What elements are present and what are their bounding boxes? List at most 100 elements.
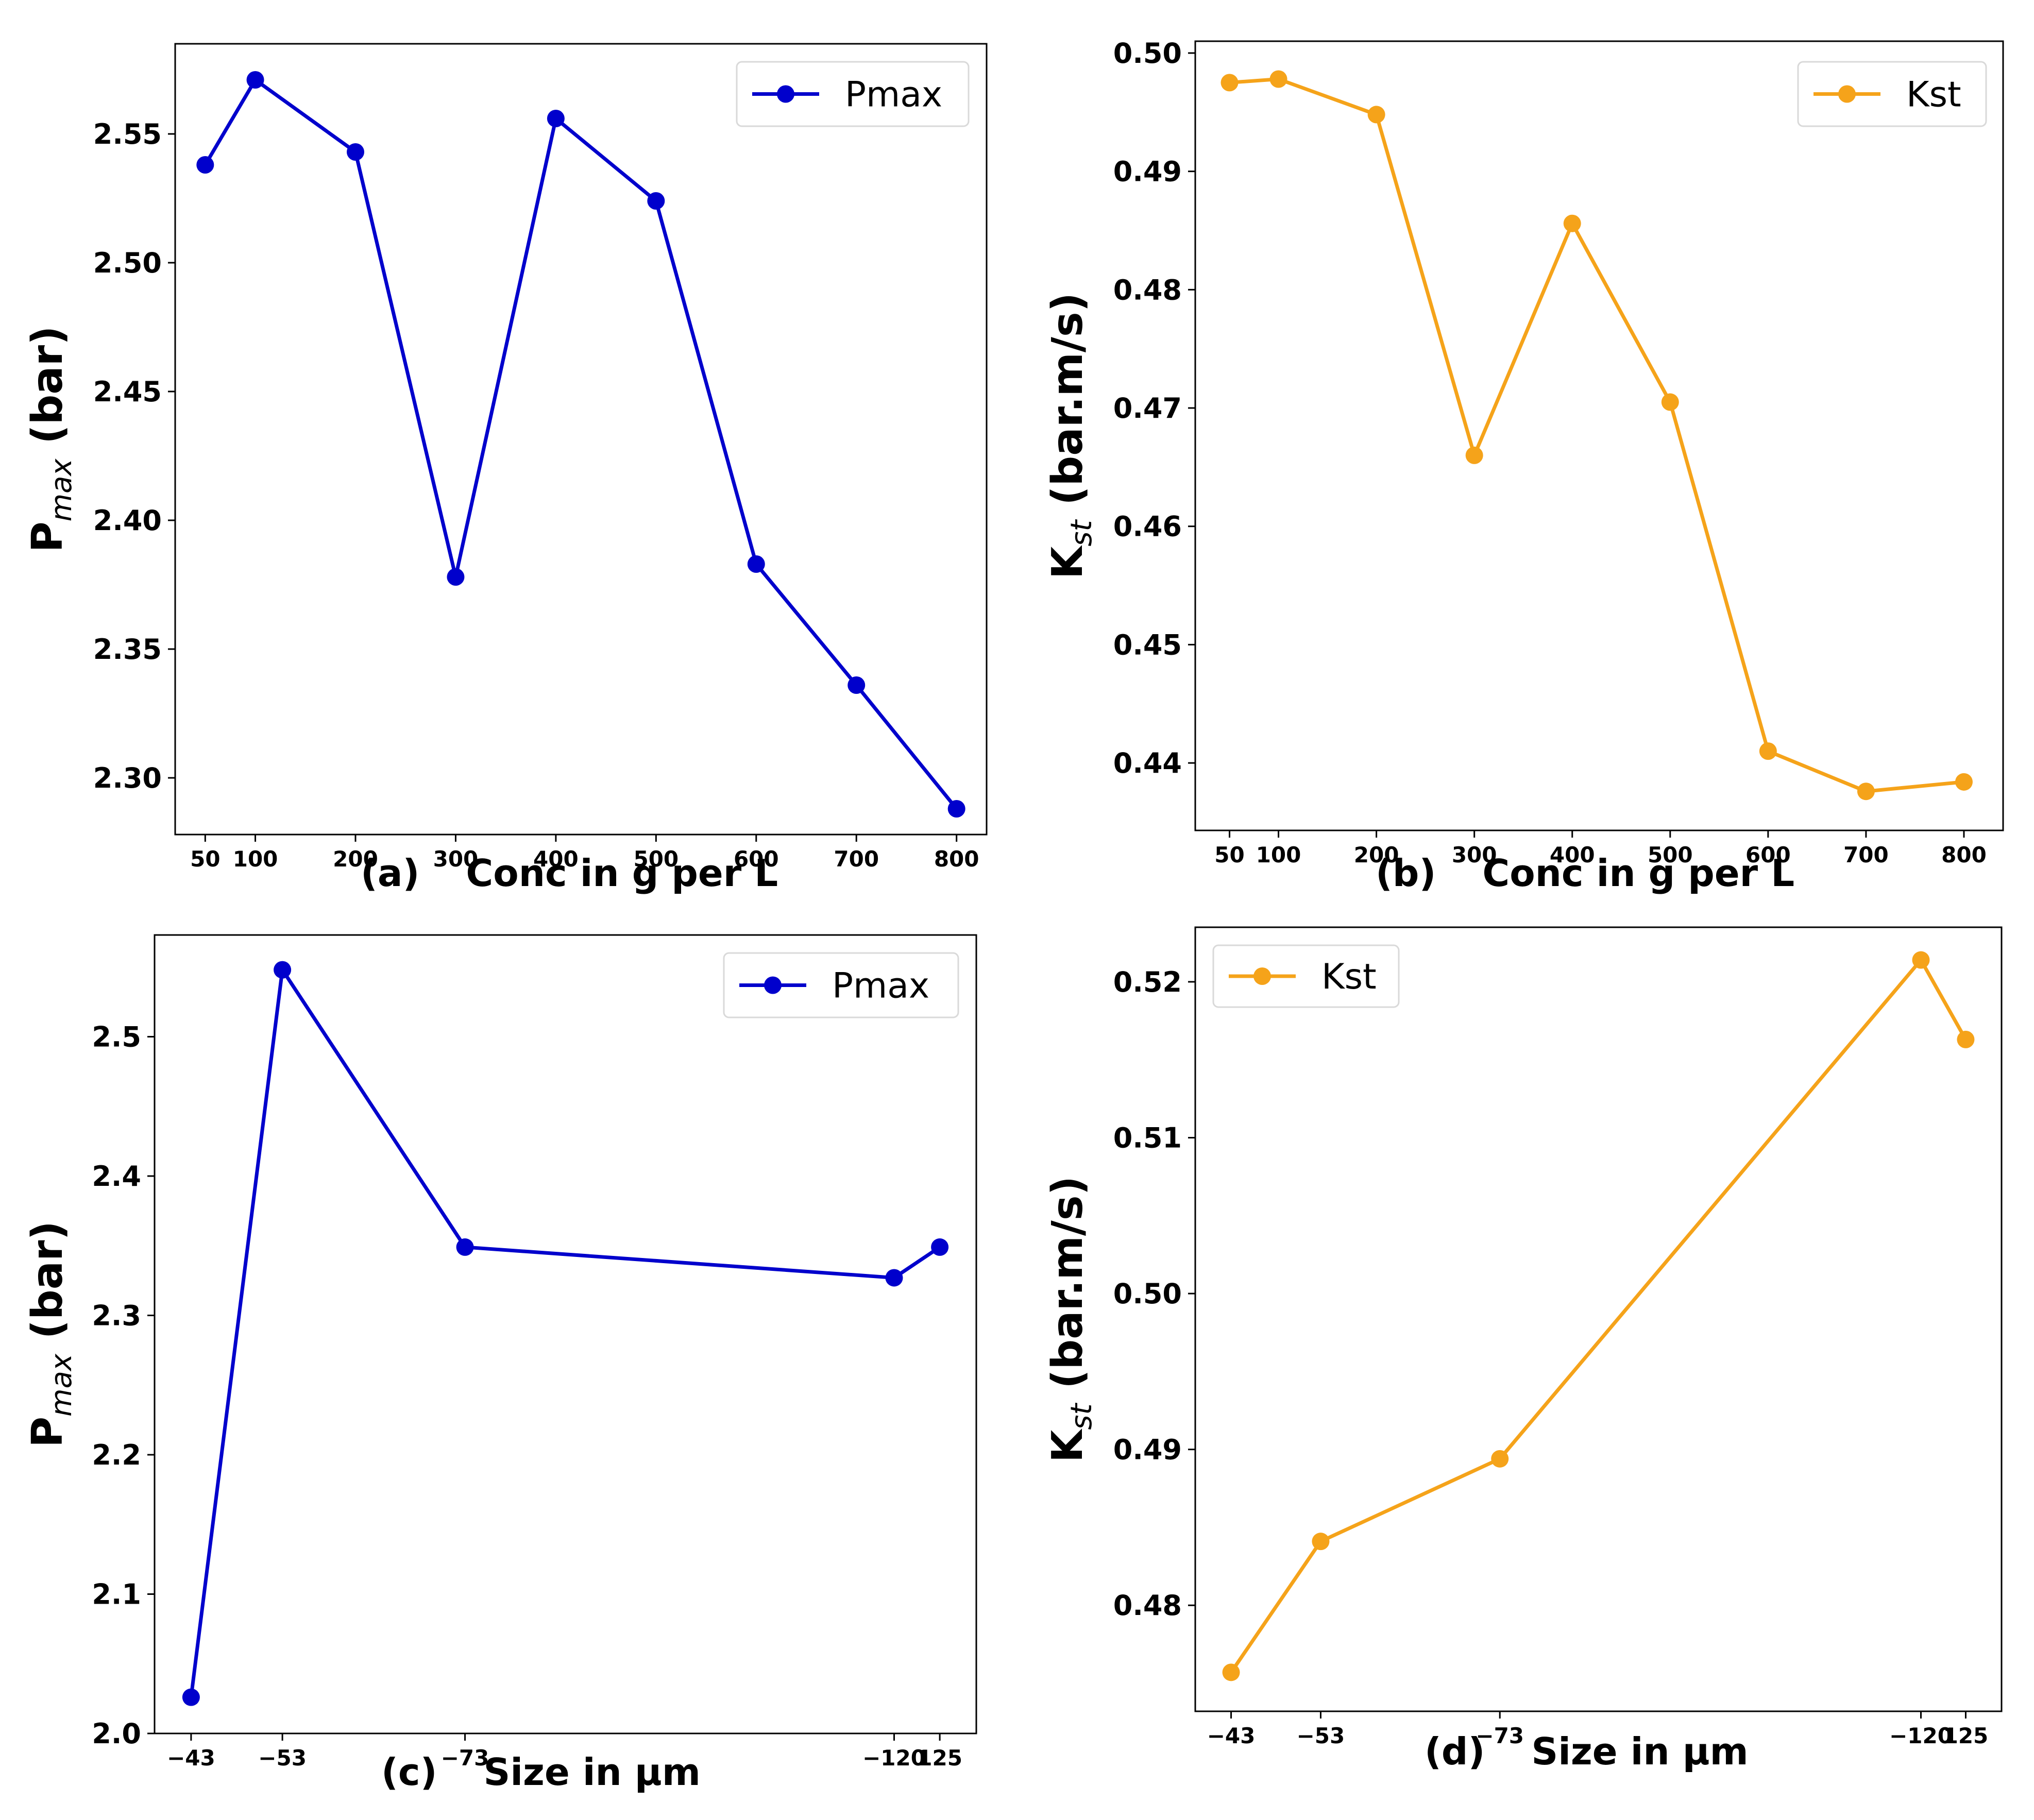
x-tick-label: 125	[917, 1745, 962, 1771]
y-tick: 0.47	[1113, 392, 1195, 424]
x-tick-label: 600	[1745, 842, 1791, 868]
legend: Kst	[1212, 944, 1400, 1008]
legend-box	[723, 952, 959, 1018]
data-point	[1367, 106, 1385, 124]
y-tick: 2.1	[92, 1578, 155, 1610]
axes-frame	[154, 934, 977, 1734]
data-point	[347, 143, 364, 161]
x-tick: 125	[1943, 1711, 1989, 1748]
legend: Pmax	[723, 952, 959, 1018]
data-point	[647, 192, 665, 210]
y-axis-subscript: max	[45, 458, 78, 522]
data-point	[947, 800, 965, 818]
x-axis-title: Size in µm	[484, 1750, 701, 1794]
data-point	[1957, 1030, 1975, 1048]
y-axis-symbol: P	[23, 521, 72, 552]
legend-label: Pmax	[832, 966, 929, 1007]
x-tick-label: −120	[862, 1745, 926, 1771]
legend-box	[1797, 61, 1987, 127]
y-tick: 0.51	[1113, 1121, 1195, 1154]
x-axis-label: (c) Size in µm	[381, 1750, 701, 1794]
data-point	[547, 110, 565, 127]
y-tick: 0.49	[1113, 156, 1195, 188]
x-axis-title: Size in µm	[1531, 1730, 1748, 1773]
series-line-pmax	[204, 78, 958, 810]
x-tick: −53	[1297, 1711, 1345, 1748]
x-tick: 50	[1214, 830, 1245, 868]
y-tick-label: 2.30	[93, 762, 162, 794]
series-line-kst	[1229, 77, 1964, 793]
legend-marker	[1253, 967, 1271, 985]
x-tick-label: 700	[1843, 842, 1889, 868]
y-tick-label: 2.1	[92, 1578, 141, 1610]
legend-box	[1212, 944, 1400, 1008]
x-tick: 700	[834, 835, 879, 872]
data-point	[1759, 742, 1777, 760]
x-axis-label: (b) Conc in g per L	[1376, 852, 1794, 895]
y-tick-label: 2.55	[93, 118, 162, 150]
y-tick-label: 0.47	[1113, 392, 1182, 424]
x-tick: 500	[1648, 830, 1693, 868]
data-point	[246, 71, 264, 89]
x-tick: −43	[1207, 1711, 1256, 1748]
x-tick: −43	[167, 1733, 215, 1771]
x-tick-label: −43	[167, 1745, 215, 1771]
x-tick: 300	[433, 835, 478, 872]
data-point	[1221, 74, 1239, 92]
data-point	[885, 1269, 903, 1287]
y-tick-label: 2.50	[93, 247, 162, 279]
x-tick: 100	[233, 835, 278, 872]
y-tick: 2.2	[92, 1439, 155, 1471]
y-axis-unit: (bar)	[23, 1221, 72, 1354]
x-tick: 600	[734, 835, 779, 872]
x-tick-label: −43	[1207, 1723, 1256, 1748]
y-tick: 2.4	[92, 1160, 155, 1193]
y-tick-label: 0.51	[1113, 1121, 1182, 1154]
y-axis-label: Kst (bar.m/s)	[1043, 1176, 1098, 1462]
legend-marker	[777, 85, 794, 103]
y-tick: 2.5	[92, 1020, 155, 1053]
y-tick: 0.44	[1113, 747, 1195, 779]
x-axis-title: Conc in g per L	[466, 852, 778, 895]
legend-label: Pmax	[845, 75, 942, 115]
y-tick-label: 0.44	[1113, 747, 1182, 779]
x-tick-label: −120	[1889, 1723, 1953, 1748]
x-tick: 100	[1256, 830, 1301, 868]
y-tick: 2.45	[93, 376, 175, 408]
x-tick: 50	[190, 835, 221, 872]
data-point	[848, 676, 866, 694]
x-tick-label: 100	[233, 846, 278, 872]
y-tick-label: 2.3	[92, 1299, 141, 1332]
chart-panel-d: 0.480.490.500.510.52−43 −53 −73 −120125Kst(…	[1043, 926, 2003, 1773]
x-tick: 600	[1745, 830, 1791, 868]
x-tick-label: 200	[333, 846, 378, 872]
y-tick-label: 2.40	[93, 504, 162, 537]
y-tick-label: 0.48	[1113, 1589, 1182, 1622]
panel-label: (c)	[381, 1750, 437, 1794]
y-axis-unit: (bar.m/s)	[1043, 293, 1092, 520]
y-tick-label: 0.50	[1113, 37, 1182, 70]
y-axis-subscript: st	[1065, 1402, 1098, 1430]
x-tick-label: −53	[1297, 1723, 1345, 1748]
x-tick: −120	[1889, 1711, 1953, 1748]
data-point	[1857, 783, 1875, 801]
y-tick: 0.48	[1113, 274, 1195, 306]
x-tick-label: 125	[1943, 1723, 1989, 1748]
axes-frame	[1194, 926, 2003, 1712]
data-point	[196, 156, 214, 174]
y-tick-label: 2.5	[92, 1020, 141, 1053]
x-tick: −73	[1476, 1711, 1524, 1748]
data-point	[1312, 1533, 1330, 1551]
legend-marker	[764, 976, 782, 994]
data-point	[1222, 1663, 1240, 1681]
x-tick-label: 100	[1256, 842, 1301, 868]
x-tick-label: 800	[934, 846, 979, 872]
x-tick-label: −73	[1476, 1723, 1524, 1748]
x-tick-label: 300	[1452, 842, 1497, 868]
x-tick: −53	[258, 1733, 307, 1771]
y-tick-label: 0.49	[1113, 1434, 1182, 1466]
x-tick: 700	[1843, 830, 1889, 868]
data-point	[182, 1688, 200, 1706]
panel-label: (a)	[361, 852, 419, 895]
data-point	[1955, 773, 1973, 791]
